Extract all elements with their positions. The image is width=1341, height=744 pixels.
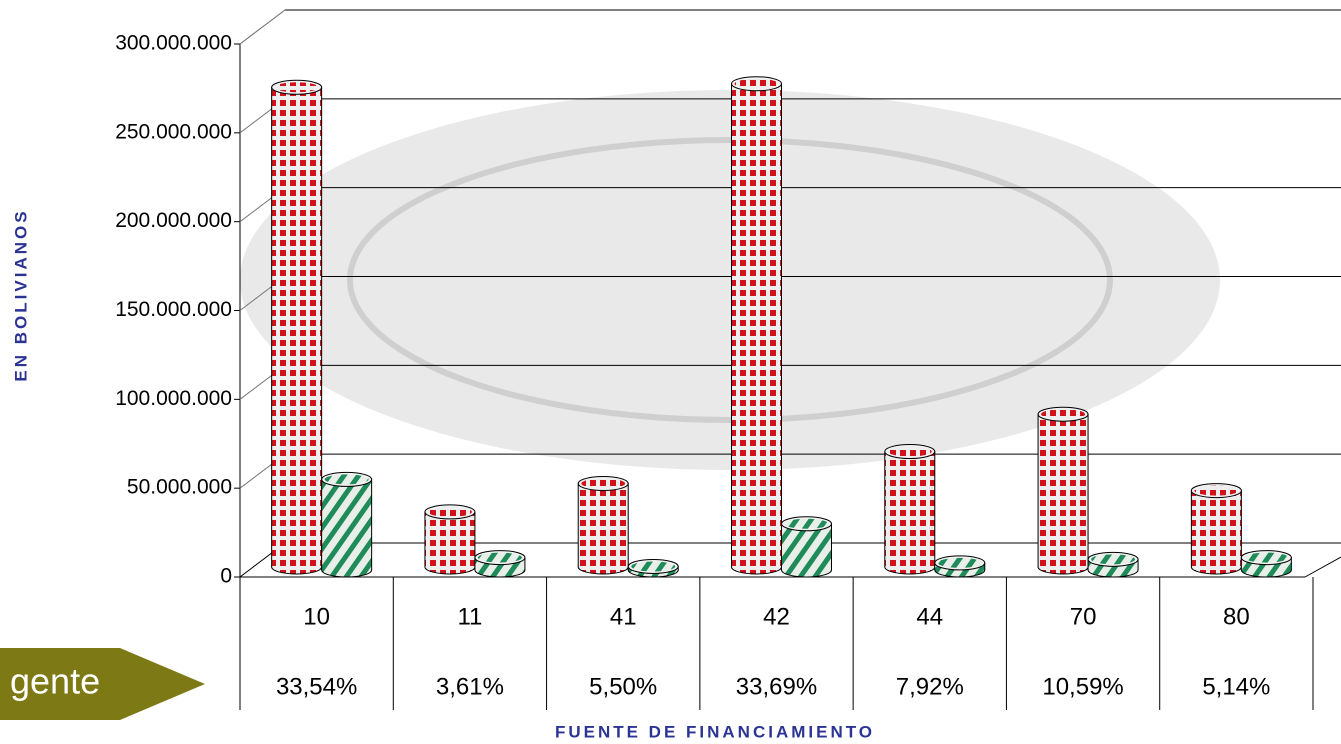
share-label: 33,69% — [736, 673, 817, 700]
cylinder-top-inner — [274, 82, 319, 93]
bar — [731, 83, 782, 567]
bar — [884, 451, 935, 567]
x-tick-label: 11 — [457, 603, 482, 630]
y-axis-title: EN BOLIVIANOS — [11, 208, 30, 381]
x-tick-label: 42 — [763, 603, 790, 630]
bar — [1038, 414, 1089, 567]
y-tick-label: 300.000.000 — [115, 32, 232, 55]
cylinder-top-inner — [581, 478, 626, 489]
share-label: 33,54% — [276, 673, 357, 700]
bar — [424, 511, 475, 567]
x-tick-label: 41 — [610, 603, 637, 630]
bar — [321, 479, 372, 570]
cylinder-top-inner — [734, 78, 779, 89]
y-tick-label: 100.000.000 — [115, 387, 232, 410]
cylinder-top-inner — [1041, 409, 1086, 420]
floor-right — [1304, 556, 1341, 578]
x-tick-label: 70 — [1070, 603, 1097, 630]
share-label: 3,61% — [436, 673, 504, 700]
cylinder-top-inner — [324, 474, 369, 485]
share-label: 5,50% — [589, 673, 657, 700]
share-label: 5,14% — [1202, 673, 1270, 700]
x-tick-label: 80 — [1223, 603, 1250, 630]
cylinder-top-inner — [937, 557, 982, 568]
sidebar-arrow — [0, 648, 205, 720]
bars — [271, 76, 1292, 578]
bar — [271, 87, 322, 568]
share-label: 10,59% — [1042, 673, 1123, 700]
x-tick-label: 10 — [303, 603, 330, 630]
bar — [1191, 490, 1242, 567]
cylinder-top-inner — [1194, 485, 1239, 496]
y-tick-label: 200.000.000 — [115, 209, 232, 232]
grid-line-side — [239, 9, 286, 45]
cylinder-top-inner — [477, 552, 522, 563]
bar — [578, 483, 629, 567]
cylinder-top-inner — [1244, 552, 1289, 563]
cylinder-top-inner — [1091, 554, 1136, 565]
cylinder-top-inner — [784, 518, 829, 529]
y-tick-label: 250.000.000 — [115, 120, 232, 143]
x-axis-title: FUENTE DE FINANCIAMIENTO — [555, 722, 875, 741]
bar — [781, 523, 832, 570]
cylinder-top-inner — [631, 561, 676, 572]
y-tick-label: 0 — [220, 565, 232, 588]
y-tick-label: 150.000.000 — [115, 298, 232, 321]
coin-rim — [347, 137, 1113, 423]
cylinder-top-inner — [427, 506, 472, 517]
share-label: 7,92% — [896, 673, 964, 700]
sidebar-label: gente — [10, 661, 100, 702]
cylinder-top-inner — [887, 446, 932, 457]
coin-background — [240, 90, 1220, 470]
x-tick-label: 44 — [916, 603, 943, 630]
y-tick-label: 50.000.000 — [127, 476, 232, 499]
